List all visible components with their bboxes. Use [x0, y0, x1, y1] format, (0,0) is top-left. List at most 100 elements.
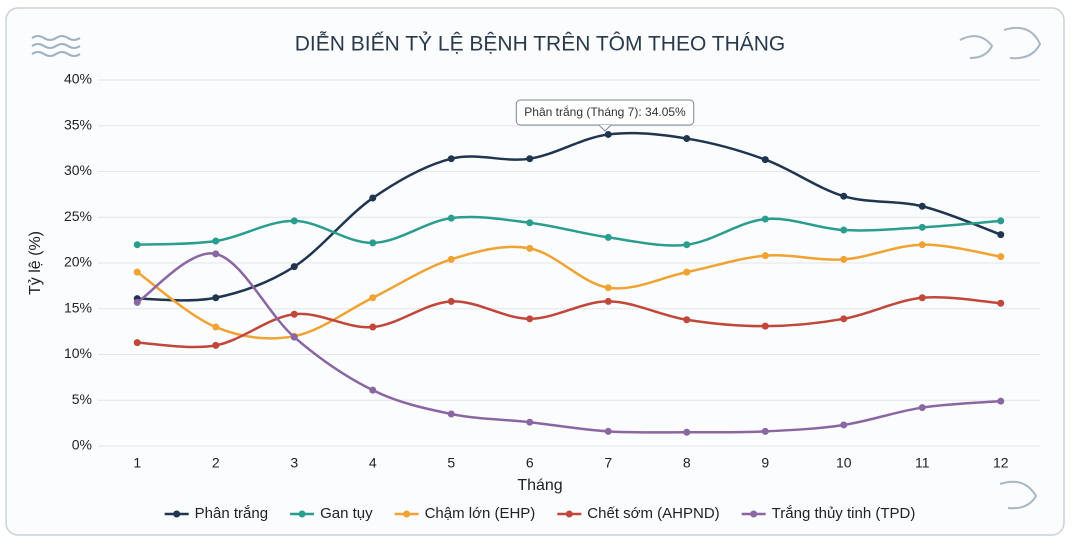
- tooltip: Phân trắng (Tháng 7): 34.05%: [515, 99, 695, 132]
- data-point: [683, 316, 691, 324]
- legend-swatch-dot: [403, 510, 411, 518]
- data-point: [526, 315, 534, 323]
- data-point: [918, 294, 926, 302]
- data-point: [604, 233, 612, 241]
- x-tick-label: 12: [993, 455, 1009, 471]
- legend: Phân trắng Gan tụy Chậm lớn (EHP) Chết sớm …: [164, 505, 916, 522]
- x-tick-label: 8: [683, 455, 691, 471]
- data-point: [526, 219, 534, 227]
- data-point: [604, 427, 612, 435]
- data-point: [840, 226, 848, 234]
- legend-label: Chết sớm (AHPND): [587, 505, 719, 522]
- data-point: [447, 297, 455, 305]
- y-tick-label: 15%: [64, 299, 92, 315]
- data-point: [212, 250, 220, 258]
- tooltip-text: Phân trắng (Tháng 7): 34.05%: [524, 104, 686, 119]
- data-point: [683, 268, 691, 276]
- wave-icon: [31, 35, 81, 57]
- legend-item: Gan tụy: [290, 505, 373, 522]
- data-point: [997, 231, 1005, 239]
- x-tick-label: 2: [212, 455, 220, 471]
- data-point: [604, 284, 612, 292]
- legend-label: Gan tụy: [320, 505, 373, 522]
- x-tick-label: 10: [836, 455, 852, 471]
- data-point: [683, 135, 691, 143]
- y-tick-label: 30%: [64, 162, 92, 178]
- y-tick-label: 10%: [64, 345, 92, 361]
- data-point: [761, 215, 769, 223]
- data-point: [290, 333, 298, 341]
- legend-swatch-dot: [750, 510, 758, 518]
- shrimp-icon: [959, 26, 1042, 510]
- data-point: [526, 244, 534, 252]
- data-point: [447, 410, 455, 418]
- data-point: [997, 299, 1005, 307]
- x-tick-label: 6: [526, 455, 534, 471]
- data-point: [290, 217, 298, 225]
- legend-label: Chậm lớn (EHP): [425, 505, 536, 522]
- data-point: [212, 323, 220, 331]
- data-point: [212, 237, 220, 245]
- y-tick-label: 35%: [64, 116, 92, 132]
- data-point: [918, 223, 926, 231]
- data-point: [997, 253, 1005, 261]
- card: [5, 7, 1065, 536]
- data-point: [840, 421, 848, 429]
- data-point: [290, 310, 298, 318]
- y-tick-label: 25%: [64, 208, 92, 224]
- data-point: [212, 341, 220, 349]
- x-tick-label: 5: [447, 455, 455, 471]
- x-tick-label: 4: [369, 455, 377, 471]
- x-tick-label: 1: [133, 455, 141, 471]
- data-point: [290, 263, 298, 271]
- x-tick-label: 7: [604, 455, 612, 471]
- data-point: [133, 339, 141, 347]
- series-line: [136, 243, 1001, 340]
- legend-item: Chết sớm (AHPND): [557, 505, 720, 522]
- data-point: [997, 397, 1005, 405]
- y-tick-label: 0%: [72, 437, 92, 453]
- data-point: [604, 297, 612, 305]
- data-point: [369, 386, 377, 394]
- data-point: [369, 194, 377, 202]
- x-tick-label: 9: [761, 455, 769, 471]
- data-point: [840, 255, 848, 263]
- data-point: [526, 155, 534, 163]
- y-axis-label: Tỷ lệ (%): [27, 231, 44, 295]
- data-point: [369, 239, 377, 247]
- data-point: [369, 294, 377, 302]
- data-point: [604, 130, 612, 138]
- data-point: [918, 404, 926, 412]
- data-point: [133, 241, 141, 249]
- data-point: [918, 241, 926, 249]
- x-tick-label: 11: [915, 455, 930, 471]
- chart-title: DIỄN BIẾN TỶ LỆ BỆNH TRÊN TÔM THEO THÁNG: [295, 33, 786, 56]
- data-point: [997, 217, 1005, 225]
- data-point: [918, 202, 926, 210]
- legend-item: Phân trắng: [164, 505, 268, 522]
- data-point: [761, 156, 769, 164]
- series-line: [137, 295, 1001, 349]
- legend-swatch-dot: [565, 510, 573, 518]
- legend-item: Trắng thủy tinh (TPD): [741, 505, 916, 522]
- y-tick-label: 40%: [64, 71, 92, 87]
- data-point: [761, 252, 769, 260]
- data-point: [840, 192, 848, 200]
- y-tick-label: 5%: [72, 391, 92, 407]
- legend-label: Phân trắng: [195, 505, 268, 522]
- legend-item: Chậm lớn (EHP): [394, 505, 536, 522]
- data-point: [761, 322, 769, 330]
- data-point: [526, 418, 534, 426]
- data-point: [447, 255, 455, 263]
- x-tick-label: 3: [290, 455, 298, 471]
- y-tick-label: 20%: [64, 254, 92, 270]
- legend-label: Trắng thủy tinh (TPD): [772, 505, 916, 522]
- data-point: [683, 241, 691, 249]
- tooltip-pointer: [598, 124, 612, 132]
- data-point: [369, 323, 377, 331]
- data-point: [133, 298, 141, 306]
- data-point: [133, 268, 141, 276]
- data-point: [840, 315, 848, 323]
